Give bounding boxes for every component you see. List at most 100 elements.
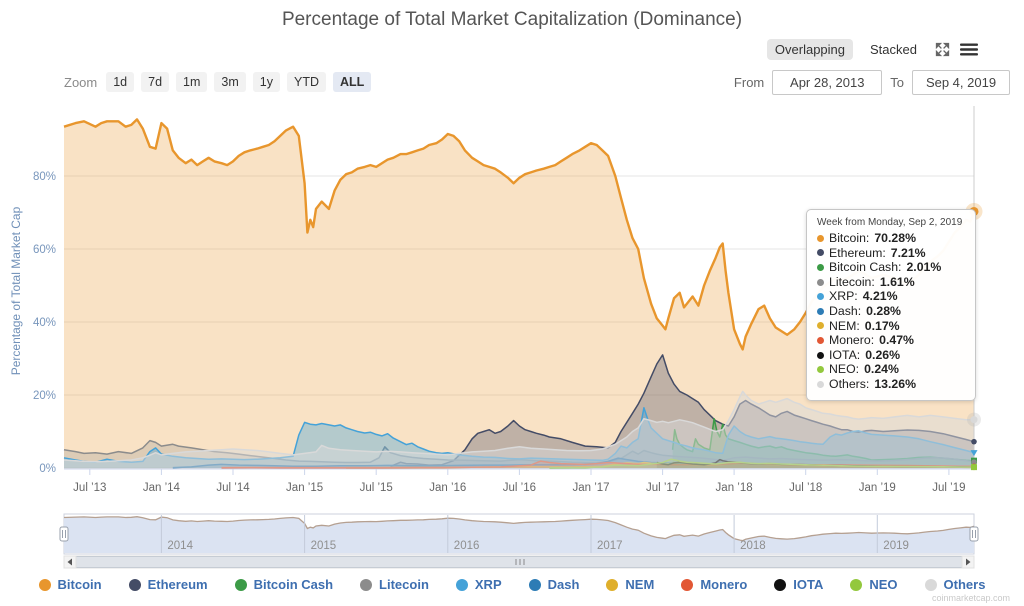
scrollbar-right-arrow-icon [966,558,971,566]
tooltip-series-value: 0.17% [864,318,900,333]
nem-bullet-icon [817,322,824,330]
xrp-bullet-icon [817,293,824,301]
scrollbar-thumb[interactable] [75,556,963,568]
legend-label: IOTA [793,577,824,592]
navigator-right-handle[interactable] [969,526,979,542]
x-axis-label: Jul ’16 [503,482,536,494]
zoom-button-1y[interactable]: 1y [252,72,280,92]
legend-label: Others [943,577,986,592]
zoom-button-1d[interactable]: 1d [106,72,135,92]
legend-item-ethereum[interactable]: Ethereum [128,577,208,592]
date-range-toolbar: From To [734,70,1010,95]
stacked-button[interactable]: Stacked [870,42,917,57]
tooltip-series-name: Dash: [829,303,862,318]
legend-item-nem[interactable]: NEM [606,577,654,592]
legend-label: Monero [700,577,748,592]
tooltip-series-value: 0.28% [866,303,901,318]
overlapping-button[interactable]: Overlapping [766,39,854,60]
tooltip: Week from Monday, Sep 2, 2019 Bitcoin: 7… [806,209,976,401]
bitcoin-legend-dot-icon [38,578,51,591]
series-marker-ethereum [971,438,977,445]
from-label: From [733,75,765,90]
tooltip-row-xrp: XRP: 4.21% [817,289,965,304]
page-title: Percentage of Total Market Capitalizatio… [281,9,743,30]
tooltip-series-name: NEM: [829,318,860,333]
nem-legend-dot-icon [606,578,619,591]
tooltip-row-neo: NEO: 0.24% [817,362,965,377]
menu-icon[interactable] [960,43,978,56]
tooltip-row-dash: Dash: 0.28% [817,304,965,319]
tooltip-series-value: 0.26% [865,347,901,362]
navigator-left-handle-body[interactable] [59,526,69,542]
zoom-button-ytd[interactable]: YTD [287,72,326,92]
dash-legend-dot-icon [528,578,541,591]
legend-item-monero[interactable]: Monero [681,577,747,592]
x-axis-label: Jul ’15 [360,482,393,494]
legend-item-dash[interactable]: Dash [528,577,580,592]
tooltip-header: Week from Monday, Sep 2, 2019 [817,217,963,228]
neo-bullet-icon [817,366,824,374]
scrollbar-left-arrow-icon [67,558,72,566]
tooltip-series-name: NEO: [829,362,860,377]
legend-label: Litecoin [379,577,429,592]
series-marker-xrp [970,450,978,457]
tooltip-row-nem: NEM: 0.17% [817,319,965,334]
tooltip-series-name: IOTA: [829,347,861,362]
series-marker-others [970,416,978,424]
y-axis-label: 20% [33,390,56,402]
x-axis-label: Jul ’19 [932,482,965,494]
zoom-button-3m[interactable]: 3m [214,72,246,92]
tooltip-row-bitcoin: Bitcoin: 70.28% [817,231,965,246]
tooltip-rows: Bitcoin: 70.28% Ethereum: 7.21% Bitcoin Ca… [817,231,965,392]
legend-item-bitcoin[interactable]: Bitcoin [38,577,102,592]
legend-label: NEO [869,577,898,592]
tooltip-series-value: 7.21% [890,245,926,260]
legend-item-neo[interactable]: NEO [850,577,898,592]
navigator-left-handle[interactable] [59,526,69,542]
watermark: coinmarketcap.com [931,593,1010,603]
navigator-series-line [63,516,975,542]
x-axis-label: Jan ’18 [716,482,753,494]
tooltip-row-others: Others: 13.26% [817,377,965,392]
legend-item-iota[interactable]: IOTA [774,577,823,592]
tooltip-series-value: 0.24% [864,362,899,377]
fullscreen-icon[interactable] [934,41,951,58]
x-axis-label: Jan ’17 [572,482,609,494]
xrp-legend-dot-icon [455,578,468,591]
neo-legend-dot-icon [850,578,863,591]
y-axis-label: 0% [39,463,56,475]
zoom-button-all[interactable]: ALL [333,72,372,92]
tooltip-series-name: Ethereum: [829,245,886,260]
tooltip-series-value: 70.28% [874,231,917,245]
tooltip-row-iota: IOTA: 0.26% [817,348,965,363]
zoom-button-1m[interactable]: 1m [176,72,208,92]
x-axis-label: Jul ’18 [789,482,822,494]
from-date-input[interactable] [772,70,883,95]
navigator-year-label: 2015 [311,540,337,552]
to-date-input[interactable] [912,70,1010,95]
tooltip-series-value: 1.61% [879,274,915,289]
navigator-right-handle-body[interactable] [969,526,979,542]
legend-label: Dash [547,577,580,592]
chart-mode-toggle: Overlapping Stacked [766,39,978,60]
others-legend-dot-icon [924,578,937,591]
legend-item-litecoin[interactable]: Litecoin [360,577,429,592]
zoom-toolbar: Zoom 1d 7d 1m 3m 1y YTD ALL [64,72,372,92]
ethereum-bullet-icon [817,249,824,257]
y-axis-label: 60% [33,244,56,256]
zoom-label: Zoom [64,74,98,90]
x-axis-label: Jan ’14 [143,482,181,494]
series-line-others [63,390,975,463]
zoom-button-7d[interactable]: 7d [141,72,170,92]
monero-legend-dot-icon [681,578,694,591]
tooltip-series-value: 13.26% [874,376,917,391]
navigator-year-label: 2016 [454,540,480,552]
series-area-others [64,391,974,468]
tooltip-series-name: XRP: [829,289,858,304]
legend-item-xrp[interactable]: XRP [455,577,502,592]
x-axis-label: Jul ’14 [216,482,250,494]
legend-label: Ethereum [147,577,208,592]
legend-item-others[interactable]: Others [924,577,986,592]
legend-item-bitcoin-cash[interactable]: Bitcoin Cash [234,577,333,592]
